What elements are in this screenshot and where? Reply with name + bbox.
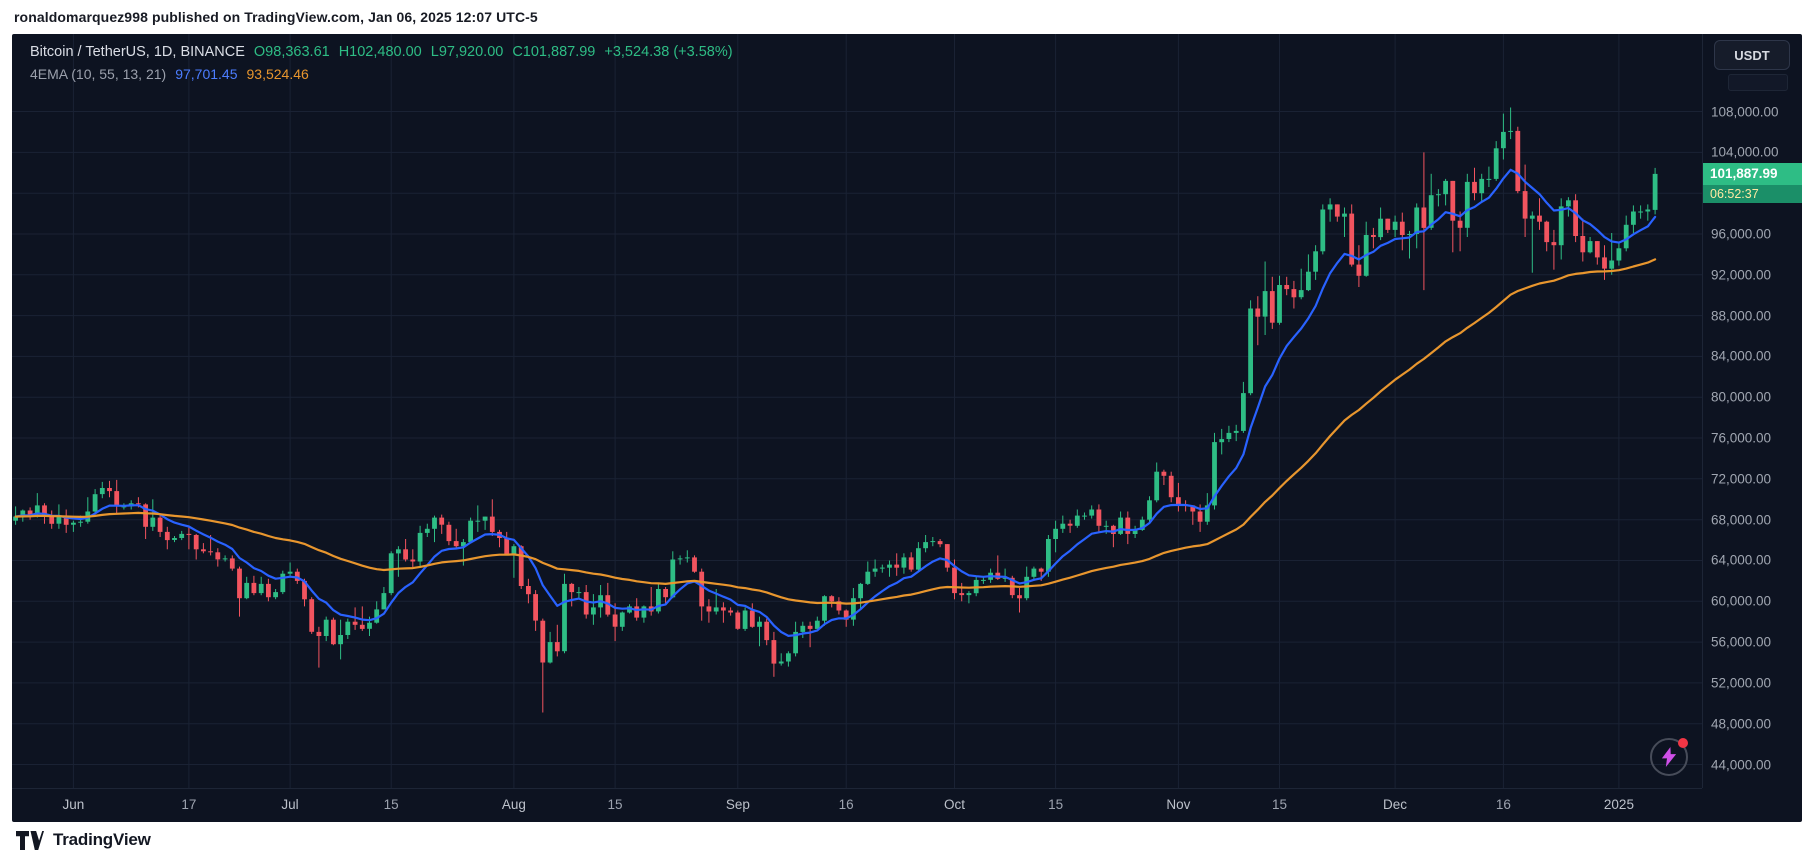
chart-surface[interactable] [12,34,1702,788]
price-tick-label: 52,000.00 [1711,675,1772,691]
publish-info-text: ronaldomarquez998 published on TradingVi… [14,9,538,25]
candlestick-canvas [12,34,1702,788]
notification-dot [1678,738,1688,748]
price-tick-label: 96,000.00 [1711,226,1772,242]
tradingview-wordmark: TradingView [53,830,151,849]
ohlc-low: L97,920.00 [430,44,504,60]
price-tick-label: 108,000.00 [1711,104,1779,120]
price-tick-label: 84,000.00 [1711,348,1772,364]
lightning-icon [1661,747,1677,767]
price-tick-label: 44,000.00 [1711,757,1772,773]
time-tick-label: Jun [62,797,85,812]
price-tick-label: 56,000.00 [1711,634,1772,650]
boost-button[interactable] [1650,738,1688,776]
time-tick-label: Aug [501,797,526,812]
time-tick-label: 16 [838,797,854,812]
price-tick-label: 88,000.00 [1711,308,1772,324]
time-tick-label: 17 [181,797,197,812]
time-tick-label: Oct [943,797,966,812]
time-tick-label: Jul [281,797,299,812]
chart-panel: Bitcoin / TetherUS, 1D, BINANCE O98,363.… [12,34,1802,822]
price-tick-label: 80,000.00 [1711,389,1772,405]
ohlc-open: O98,363.61 [253,44,330,60]
ema-slow-value: 93,524.46 [246,66,309,82]
price-tick-label: 48,000.00 [1711,716,1772,732]
price-tick-label: 68,000.00 [1711,512,1772,528]
tradingview-home-link[interactable]: TradingView [16,830,151,850]
time-tick-label: 2025 [1603,797,1634,812]
publish-info-bar: ronaldomarquez998 published on TradingVi… [0,0,1814,34]
chart-legend: Bitcoin / TetherUS, 1D, BINANCE O98,363.… [30,44,733,88]
price-tick-label: 60,000.00 [1711,593,1772,609]
last-price-value: 101,887.99 [1703,162,1802,185]
price-tick-label: 104,000.00 [1711,144,1779,160]
indicator-title: 4EMA (10, 55, 13, 21) [30,66,167,82]
time-axis[interactable]: Jun 17 Jul 15 Aug 15 Sep 16 Oct 15 Nov 15 Dec 16 2025 [12,788,1702,822]
time-tick-label: Sep [725,797,750,812]
ohlc-close: C101,887.99 [512,44,596,60]
ema-fast-value: 97,701.45 [175,66,238,82]
currency-toggle-label: USDT [1734,47,1770,63]
symbol-legend-row[interactable]: Bitcoin / TetherUS, 1D, BINANCE O98,363.… [30,44,733,66]
time-tick-label: 15 [383,797,399,812]
time-tick-label: 15 [607,797,623,812]
tradingview-logo-icon [16,830,44,850]
bar-countdown: 06:52:37 [1703,184,1802,203]
symbol-title: Bitcoin / TetherUS, 1D, BINANCE [30,44,245,60]
time-tick-label: 15 [1271,797,1288,812]
ohlc-high: H102,480.00 [338,44,422,60]
time-tick-label: 15 [1048,797,1064,812]
price-change: +3,524.38 (+3.58%) [604,44,733,60]
indicator-legend-row[interactable]: 4EMA (10, 55, 13, 21) 97,701.45 93,524.4… [30,66,733,88]
time-tick-label: Dec [1383,797,1408,812]
price-axis[interactable]: 108,000.00 104,000.00 96,000.00 92,000.00 88… [1702,34,1802,788]
price-tick-label: 64,000.00 [1711,552,1772,568]
price-axis-secondary-box [1728,74,1788,91]
price-tick-label: 76,000.00 [1711,430,1772,446]
last-price-label: 101,887.99 06:52:37 [1703,162,1802,203]
time-tick-label: 16 [1495,797,1511,812]
price-tick-label: 72,000.00 [1711,471,1772,487]
currency-toggle-button[interactable]: USDT [1714,40,1790,70]
time-tick-label: Nov [1166,797,1191,812]
footer-bar: TradingView [0,822,1814,858]
price-tick-label: 92,000.00 [1711,267,1772,283]
